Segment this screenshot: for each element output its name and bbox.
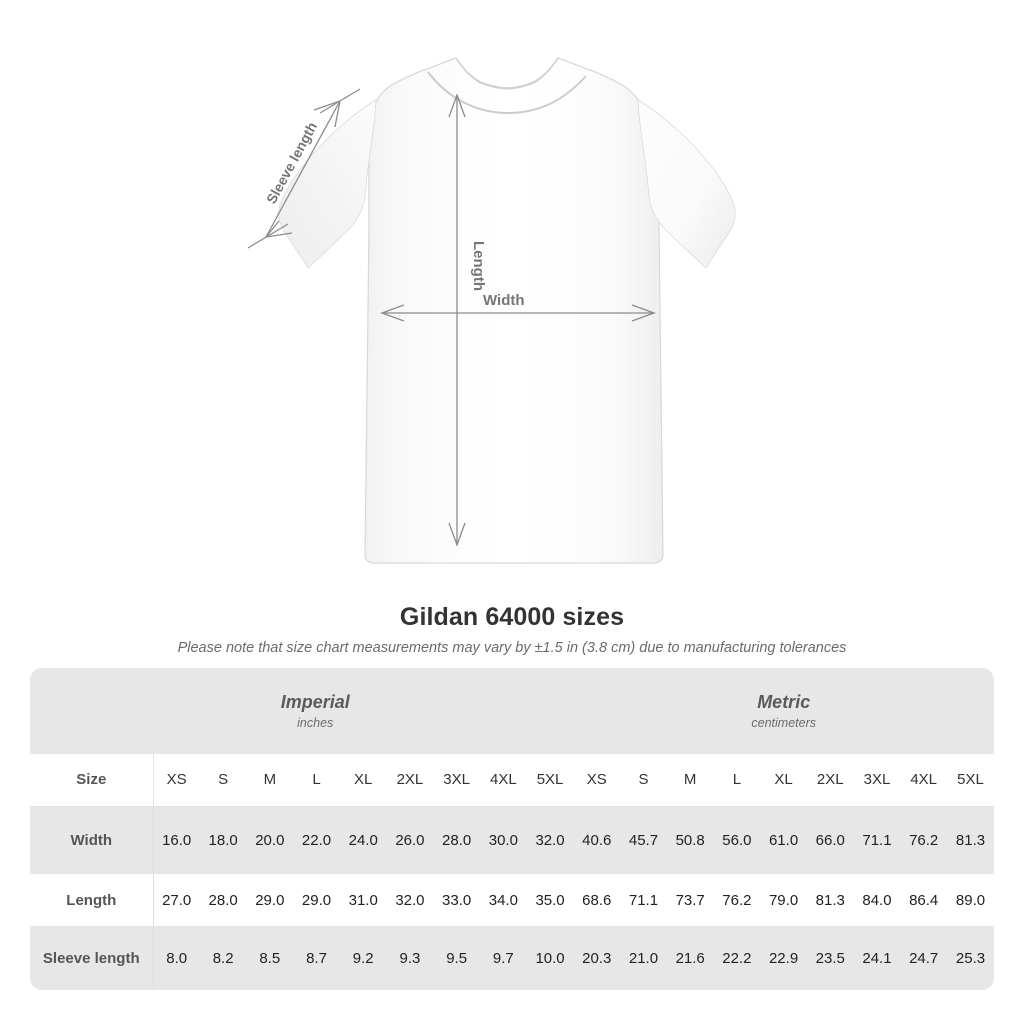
svg-text:Width: Width — [483, 292, 525, 309]
svg-text:Length: Length — [470, 241, 487, 291]
